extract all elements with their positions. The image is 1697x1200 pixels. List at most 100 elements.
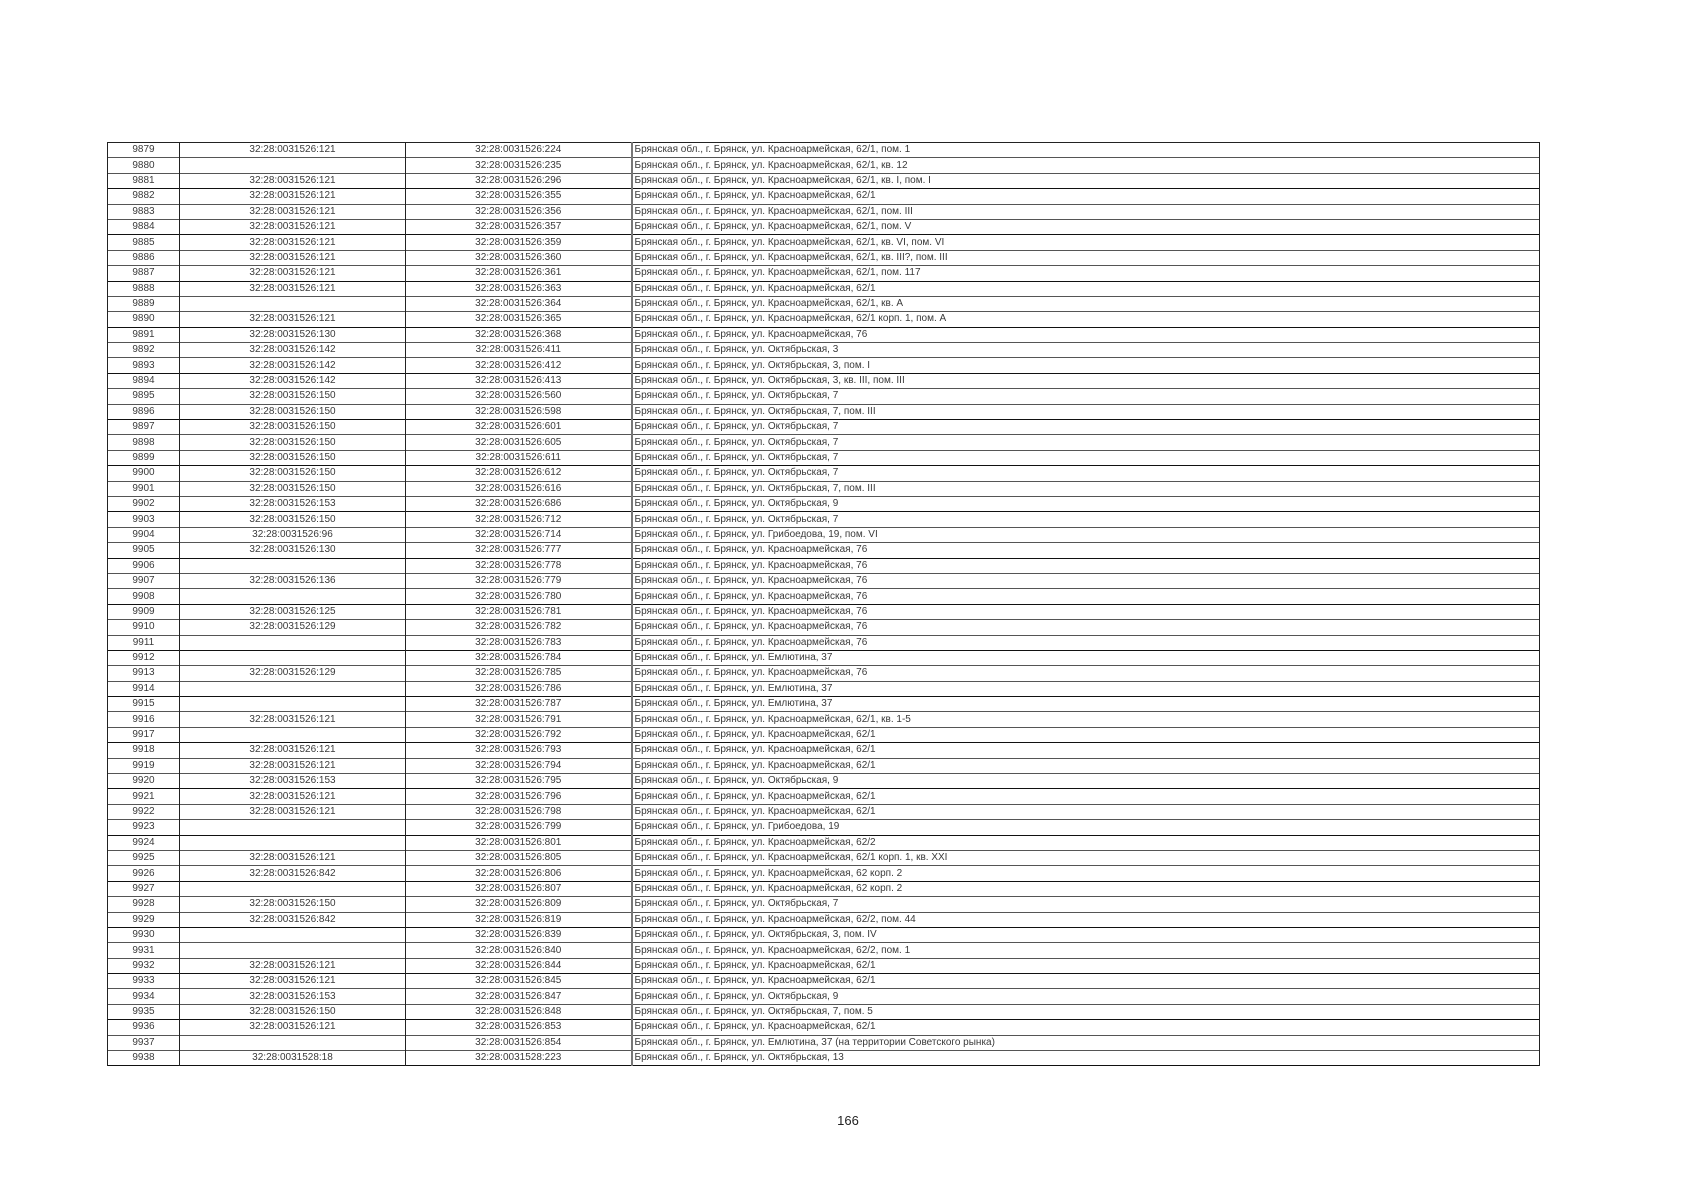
address-cell: Брянская обл., г. Брянск, ул. Красноарме… bbox=[630, 250, 1540, 266]
row-number-cell: 9889 bbox=[107, 296, 180, 312]
cadastral-number-cell: 32:28:0031526:778 bbox=[405, 558, 632, 574]
cadastral-number-cell: 32:28:0031526:801 bbox=[405, 835, 632, 851]
parent-cadastral-number-cell: 32:28:0031528:18 bbox=[179, 1050, 406, 1066]
cadastral-number-cell: 32:28:0031526:412 bbox=[405, 357, 632, 374]
address-cell: Брянская обл., г. Брянск, ул. Октябрьска… bbox=[630, 896, 1540, 913]
parent-cadastral-number-cell bbox=[179, 927, 406, 943]
parent-cadastral-number-cell: 32:28:0031526:153 bbox=[179, 988, 406, 1005]
table-row: 9918 32:28:0031526:121 32:28:0031526:793 Бр… bbox=[107, 742, 1540, 759]
parent-cadastral-number-cell: 32:28:0031526:150 bbox=[179, 1004, 406, 1020]
table-row: 9898 32:28:0031526:150 32:28:0031526:605 Бр… bbox=[107, 434, 1540, 451]
row-number-cell: 9933 bbox=[107, 973, 180, 989]
address-cell: Брянская обл., г. Брянск, ул. Красноарме… bbox=[630, 219, 1540, 235]
address-cell: Брянская обл., г. Брянск, ул. Красноарме… bbox=[630, 881, 1540, 897]
address-cell: Брянская обл., г. Брянск, ул. Октябрьска… bbox=[630, 511, 1540, 528]
address-cell: Брянская обл., г. Брянск, ул. Красноарме… bbox=[630, 665, 1540, 682]
row-number-cell: 9904 bbox=[107, 527, 180, 543]
row-number-cell: 9896 bbox=[107, 404, 180, 420]
table-row: 9921 32:28:0031526:121 32:28:0031526:796 Бр… bbox=[107, 788, 1540, 805]
row-number-cell: 9890 bbox=[107, 311, 180, 328]
row-number-cell: 9905 bbox=[107, 542, 180, 559]
parent-cadastral-number-cell: 32:28:0031526:121 bbox=[179, 188, 406, 205]
table-row: 9938 32:28:0031528:18 32:28:0031528:223 Бря… bbox=[107, 1050, 1540, 1066]
cadastral-number-cell: 32:28:0031526:779 bbox=[405, 573, 632, 589]
table-row: 9927 32:28:0031526:807 Брянская обл., г. Б… bbox=[107, 881, 1540, 897]
address-cell: Брянская обл., г. Брянск, ул. Красноарме… bbox=[630, 327, 1540, 343]
cadastral-number-cell: 32:28:0031526:601 bbox=[405, 419, 632, 435]
row-number-cell: 9885 bbox=[107, 234, 180, 251]
address-cell: Брянская обл., г. Брянск, ул. Красноарме… bbox=[630, 727, 1540, 743]
table-row: 9910 32:28:0031526:129 32:28:0031526:782 Бр… bbox=[107, 619, 1540, 635]
row-number-cell: 9924 bbox=[107, 835, 180, 851]
table-row: 9903 32:28:0031526:150 32:28:0031526:712 Бр… bbox=[107, 511, 1540, 528]
parent-cadastral-number-cell bbox=[179, 635, 406, 651]
row-number-cell: 9883 bbox=[107, 204, 180, 220]
row-number-cell: 9903 bbox=[107, 511, 180, 528]
address-cell: Брянская обл., г. Брянск, ул. Красноарме… bbox=[630, 573, 1540, 589]
cadastral-number-cell: 32:28:0031526:839 bbox=[405, 927, 632, 943]
table-row: 9884 32:28:0031526:121 32:28:0031526:357 Бр… bbox=[107, 219, 1540, 235]
address-cell: Брянская обл., г. Брянск, ул. Красноарме… bbox=[630, 742, 1540, 759]
address-cell: Брянская обл., г. Брянск, ул. Красноарме… bbox=[630, 265, 1540, 282]
row-number-cell: 9888 bbox=[107, 281, 180, 297]
parent-cadastral-number-cell: 32:28:0031526:130 bbox=[179, 542, 406, 559]
row-number-cell: 9931 bbox=[107, 942, 180, 959]
cadastral-number-cell: 32:28:0031526:819 bbox=[405, 912, 632, 928]
cadastral-number-cell: 32:28:0031526:794 bbox=[405, 758, 632, 774]
row-number-cell: 9922 bbox=[107, 804, 180, 820]
parent-cadastral-number-cell bbox=[179, 1035, 406, 1051]
table-row: 9901 32:28:0031526:150 32:28:0031526:616 Бр… bbox=[107, 481, 1540, 497]
parent-cadastral-number-cell: 32:28:0031526:121 bbox=[179, 788, 406, 805]
address-cell: Брянская обл., г. Брянск, ул. Красноарме… bbox=[630, 542, 1540, 559]
table-row: 9925 32:28:0031526:121 32:28:0031526:805 Бр… bbox=[107, 850, 1540, 866]
cadastral-number-cell: 32:28:0031526:612 bbox=[405, 465, 632, 482]
parent-cadastral-number-cell bbox=[179, 942, 406, 959]
parent-cadastral-number-cell: 32:28:0031526:125 bbox=[179, 604, 406, 620]
row-number-cell: 9879 bbox=[107, 142, 180, 158]
parent-cadastral-number-cell: 32:28:0031526:150 bbox=[179, 511, 406, 528]
row-number-cell: 9928 bbox=[107, 896, 180, 913]
address-cell: Брянская обл., г. Брянск, ул. Октябрьска… bbox=[630, 988, 1540, 1005]
parent-cadastral-number-cell: 32:28:0031526:121 bbox=[179, 234, 406, 251]
address-cell: Брянская обл., г. Брянск, ул. Красноарме… bbox=[630, 912, 1540, 928]
parent-cadastral-number-cell: 32:28:0031526:142 bbox=[179, 357, 406, 374]
address-cell: Брянская обл., г. Брянск, ул. Октябрьска… bbox=[630, 773, 1540, 789]
address-cell: Брянская обл., г. Брянск, ул. Октябрьска… bbox=[630, 465, 1540, 482]
parent-cadastral-number-cell: 32:28:0031526:121 bbox=[179, 742, 406, 759]
address-cell: Брянская обл., г. Брянск, ул. Красноарме… bbox=[630, 804, 1540, 820]
parent-cadastral-number-cell: 32:28:0031526:150 bbox=[179, 465, 406, 482]
table-row: 9892 32:28:0031526:142 32:28:0031526:411 Бр… bbox=[107, 342, 1540, 358]
address-cell: Брянская обл., г. Брянск, ул. Октябрьска… bbox=[630, 388, 1540, 405]
parent-cadastral-number-cell: 32:28:0031526:121 bbox=[179, 973, 406, 989]
parent-cadastral-number-cell: 32:28:0031526:842 bbox=[179, 865, 406, 882]
parent-cadastral-number-cell: 32:28:0031526:150 bbox=[179, 419, 406, 435]
cadastral-number-cell: 32:28:0031526:793 bbox=[405, 742, 632, 759]
row-number-cell: 9893 bbox=[107, 357, 180, 374]
row-number-cell: 9909 bbox=[107, 604, 180, 620]
table-row: 9891 32:28:0031526:130 32:28:0031526:368 Бр… bbox=[107, 327, 1540, 343]
address-cell: Брянская обл., г. Брянск, ул. Октябрьска… bbox=[630, 481, 1540, 497]
address-cell: Брянская обл., г. Брянск, ул. Емлютина, … bbox=[630, 681, 1540, 697]
address-cell: Брянская обл., г. Брянск, ул. Красноарме… bbox=[630, 942, 1540, 959]
parent-cadastral-number-cell: 32:28:0031526:121 bbox=[179, 219, 406, 235]
row-number-cell: 9915 bbox=[107, 696, 180, 712]
cadastral-number-cell: 32:28:0031526:782 bbox=[405, 619, 632, 635]
row-number-cell: 9930 bbox=[107, 927, 180, 943]
address-cell: Брянская обл., г. Брянск, ул. Октябрьска… bbox=[630, 1004, 1540, 1020]
table-row: 9937 32:28:0031526:854 Брянская обл., г. Б… bbox=[107, 1035, 1540, 1051]
address-cell: Брянская обл., г. Брянск, ул. Емлютина, … bbox=[630, 696, 1540, 712]
row-number-cell: 9887 bbox=[107, 265, 180, 282]
parent-cadastral-number-cell: 32:28:0031526:121 bbox=[179, 804, 406, 820]
cadastral-number-cell: 32:28:0031526:368 bbox=[405, 327, 632, 343]
address-cell: Брянская обл., г. Брянск, ул. Красноарме… bbox=[630, 157, 1540, 174]
row-number-cell: 9913 bbox=[107, 665, 180, 682]
cadastral-number-cell: 32:28:0031526:361 bbox=[405, 265, 632, 282]
row-number-cell: 9917 bbox=[107, 727, 180, 743]
row-number-cell: 9895 bbox=[107, 388, 180, 405]
address-cell: Брянская обл., г. Брянск, ул. Красноарме… bbox=[630, 281, 1540, 297]
address-cell: Брянская обл., г. Брянск, ул. Октябрьска… bbox=[630, 450, 1540, 466]
table-row: 9882 32:28:0031526:121 32:28:0031526:355 Бр… bbox=[107, 188, 1540, 205]
row-number-cell: 9882 bbox=[107, 188, 180, 205]
table-row: 9933 32:28:0031526:121 32:28:0031526:845 Бр… bbox=[107, 973, 1540, 989]
address-cell: Брянская обл., г. Брянск, ул. Октябрьска… bbox=[630, 434, 1540, 451]
